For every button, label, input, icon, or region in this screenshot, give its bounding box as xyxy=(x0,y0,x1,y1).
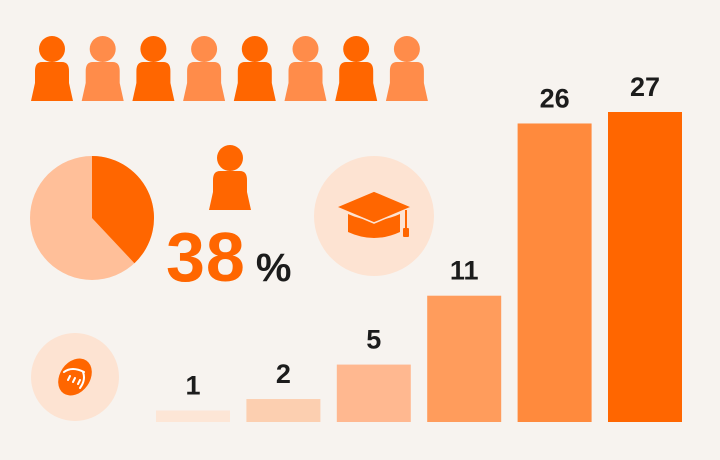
pie-highlight-slice xyxy=(92,156,154,264)
headline-unit: % xyxy=(255,246,292,290)
bar xyxy=(156,410,230,422)
person-icon xyxy=(183,36,226,101)
graduation-cap-badge xyxy=(314,156,434,276)
bar xyxy=(336,364,411,422)
bar xyxy=(517,123,592,423)
bar xyxy=(427,295,502,422)
bar-value-label: 27 xyxy=(630,72,660,102)
bar xyxy=(246,399,321,422)
pie-chart xyxy=(30,156,154,280)
sports-ball-badge xyxy=(31,333,119,421)
bar-value-label: 5 xyxy=(366,325,381,355)
headline-percentage: 38 % xyxy=(166,222,291,292)
bar-value-label: 1 xyxy=(185,371,200,401)
bar-value-label: 2 xyxy=(276,359,291,389)
bar-chart: 1 2 5 11 26 27 xyxy=(156,72,682,423)
person-icon xyxy=(31,36,73,101)
bar-value-label: 26 xyxy=(540,83,570,113)
headline-value: 38 xyxy=(166,218,246,296)
person-icon xyxy=(284,36,327,101)
person-icon xyxy=(385,36,428,101)
people-row xyxy=(31,36,428,101)
bar xyxy=(608,112,682,422)
sports-ball-icon xyxy=(58,358,92,396)
person-icon xyxy=(132,36,175,101)
person-icon xyxy=(81,36,124,101)
person-icon xyxy=(209,145,251,210)
graduation-cap-icon xyxy=(334,190,414,238)
person-icon xyxy=(335,36,378,101)
bar-value-label: 11 xyxy=(450,256,479,286)
person-icon xyxy=(233,36,276,101)
